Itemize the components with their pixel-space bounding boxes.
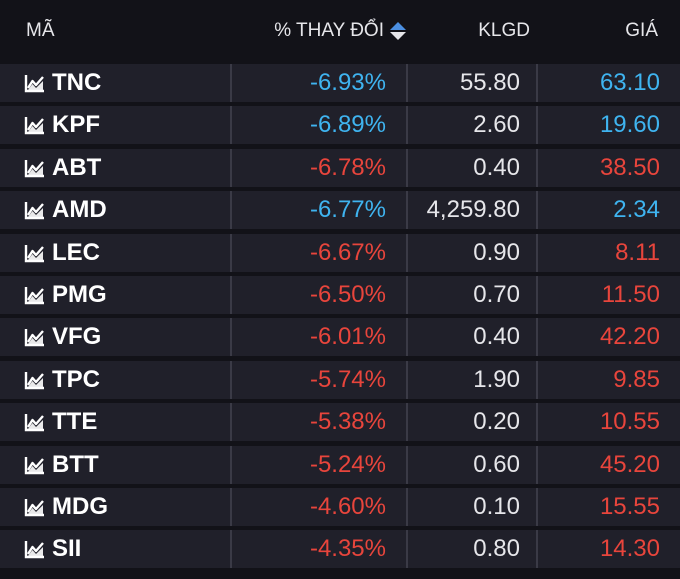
change-percent: -6.77% [232, 191, 408, 230]
price: 14.30 [599, 535, 660, 563]
price: 11.50 [601, 280, 660, 308]
price: 9.85 [613, 365, 660, 393]
header-change-label: % THAY ĐỔI [274, 20, 384, 41]
trading-volume: 0.80 [408, 530, 538, 569]
price: 2.34 [613, 196, 660, 224]
change-percent: -5.38% [232, 403, 408, 442]
chart-icon[interactable] [24, 455, 46, 475]
stock-code: SII [52, 535, 82, 563]
price: 19.60 [599, 111, 660, 139]
change-percent: -6.67% [232, 233, 408, 272]
price: 15.55 [599, 492, 660, 520]
trading-volume: 0.70 [408, 275, 538, 314]
stock-code-cell[interactable]: AMD [0, 191, 232, 230]
chart-icon[interactable] [24, 73, 46, 93]
trading-volume: 4,259.80 [408, 191, 538, 230]
header-volume[interactable]: KLGD [478, 20, 530, 41]
sort-icon[interactable] [390, 22, 406, 40]
sort-up-icon [390, 22, 406, 30]
price: 8.11 [615, 238, 660, 266]
change-percent: -6.50% [232, 275, 408, 314]
trading-volume: 55.80 [408, 64, 538, 102]
stock-code-cell[interactable]: KPF [0, 106, 232, 145]
table-row[interactable]: BTT -5.24% 0.60 45.20 [0, 445, 680, 484]
trading-volume: 0.90 [408, 233, 538, 272]
chart-icon[interactable] [24, 200, 46, 220]
chart-icon[interactable] [24, 412, 46, 432]
change-percent: -4.35% [232, 530, 408, 569]
table-row[interactable]: VFG -6.01% 0.40 42.20 [0, 318, 680, 357]
stock-code: MDG [52, 492, 108, 520]
change-percent: -6.78% [232, 148, 408, 187]
price: 10.55 [599, 408, 660, 436]
chart-icon[interactable] [24, 115, 46, 135]
table-row[interactable]: MDG -4.60% 0.10 15.55 [0, 487, 680, 526]
table-header: MÃ % THAY ĐỔI KLGD GIÁ [0, 0, 680, 62]
change-percent: -5.24% [232, 445, 408, 484]
stock-code-cell[interactable]: MDG [0, 487, 232, 526]
stock-code: TTE [52, 408, 98, 436]
table-body: TNC -6.93% 55.80 63.10 KPF -6.89% 2.60 19.60 ABT… [0, 64, 680, 573]
stock-code-cell[interactable]: SII [0, 530, 232, 569]
stock-code: PMG [52, 280, 107, 308]
header-change[interactable]: % THAY ĐỔI [232, 20, 408, 42]
stock-code: ABT [52, 153, 102, 181]
sort-down-icon [390, 32, 406, 40]
trading-volume: 1.90 [408, 360, 538, 399]
chart-icon[interactable] [24, 158, 46, 178]
stock-code-cell[interactable]: PMG [0, 275, 232, 314]
table-row[interactable]: SII -4.35% 0.80 14.30 [0, 530, 680, 569]
stock-code-cell[interactable]: TTE [0, 403, 232, 442]
trading-volume: 2.60 [408, 106, 538, 145]
table-row[interactable]: TNC -6.93% 55.80 63.10 [0, 64, 680, 102]
stock-code-cell[interactable]: TPC [0, 360, 232, 399]
header-price[interactable]: GIÁ [625, 20, 658, 41]
trading-volume: 0.10 [408, 487, 538, 526]
chart-icon[interactable] [24, 243, 46, 263]
trading-volume: 0.40 [408, 318, 538, 357]
trading-volume: 0.20 [408, 403, 538, 442]
stock-code: BTT [52, 450, 99, 478]
table-row[interactable]: PMG -6.50% 0.70 11.50 [0, 275, 680, 314]
header-code[interactable]: MÃ [26, 20, 55, 41]
price: 38.50 [599, 153, 660, 181]
change-percent: -6.01% [232, 318, 408, 357]
trading-volume: 0.40 [408, 148, 538, 187]
table-row[interactable]: LEC -6.67% 0.90 8.11 [0, 233, 680, 272]
change-percent: -5.74% [232, 360, 408, 399]
table-row[interactable]: ABT -6.78% 0.40 38.50 [0, 148, 680, 187]
chart-icon[interactable] [24, 370, 46, 390]
stock-code-cell[interactable]: VFG [0, 318, 232, 357]
stock-code: AMD [52, 196, 107, 224]
chart-icon[interactable] [24, 539, 46, 559]
price: 45.20 [599, 450, 660, 478]
stock-code-cell[interactable]: LEC [0, 233, 232, 272]
chart-icon[interactable] [24, 327, 46, 347]
stock-code-cell[interactable]: ABT [0, 148, 232, 187]
chart-icon[interactable] [24, 497, 46, 517]
change-percent: -6.93% [232, 64, 408, 102]
stock-code: LEC [52, 238, 100, 266]
stock-code: TNC [52, 69, 102, 96]
table-row[interactable]: TPC -5.74% 1.90 9.85 [0, 360, 680, 399]
table-row[interactable]: KPF -6.89% 2.60 19.60 [0, 106, 680, 145]
stock-code: TPC [52, 365, 100, 393]
chart-icon[interactable] [24, 285, 46, 305]
price: 63.10 [599, 69, 660, 96]
change-percent: -6.89% [232, 106, 408, 145]
table-row[interactable]: AMD -6.77% 4,259.80 2.34 [0, 191, 680, 230]
table-row[interactable]: TTE -5.38% 0.20 10.55 [0, 403, 680, 442]
stock-code: VFG [52, 323, 102, 351]
price: 42.20 [599, 323, 660, 351]
stock-code-cell[interactable]: TNC [0, 64, 232, 102]
stock-code: KPF [52, 111, 100, 139]
change-percent: -4.60% [232, 487, 408, 526]
stock-code-cell[interactable]: BTT [0, 445, 232, 484]
trading-volume: 0.60 [408, 445, 538, 484]
